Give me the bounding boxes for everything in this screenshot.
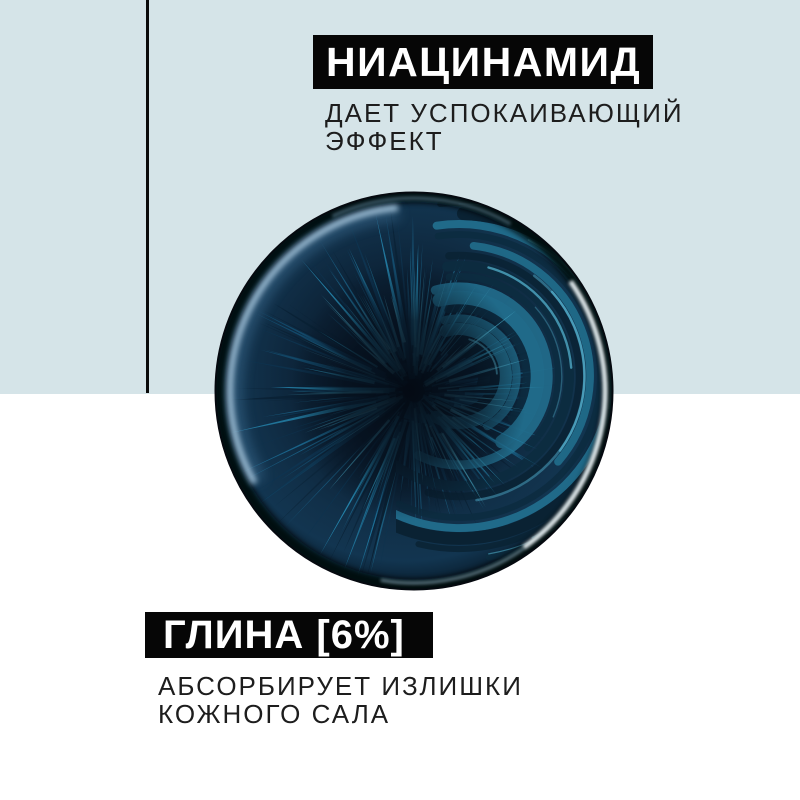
clay-macro-photo xyxy=(214,191,614,591)
ingredient-top-description: ДАЕТ УСПОКАИВАЮЩИЙ ЭФФЕКТ xyxy=(325,99,684,155)
ingredient-bottom-description: АБСОРБИРУЕТ ИЗЛИШКИ КОЖНОГО САЛА xyxy=(158,672,523,728)
ingredient-top-description-line2: ЭФФЕКТ xyxy=(325,126,444,156)
ingredient-bottom-banner: ГЛИНА [6%] xyxy=(145,612,433,658)
ingredient-top-banner: НИАЦИНАМИД xyxy=(313,35,653,89)
ingredient-top-name: НИАЦИНАМИД xyxy=(326,38,642,85)
clay-macro-image xyxy=(214,191,614,591)
ingredient-top-description-line1: ДАЕТ УСПОКАИВАЮЩИЙ xyxy=(325,98,684,128)
vertical-divider-line xyxy=(146,0,149,393)
ingredient-bottom-description-line2: КОЖНОГО САЛА xyxy=(158,699,391,729)
ingredient-bottom-description-line1: АБСОРБИРУЕТ ИЗЛИШКИ xyxy=(158,671,523,701)
ingredient-bottom-name: ГЛИНА [6%] xyxy=(163,612,405,657)
